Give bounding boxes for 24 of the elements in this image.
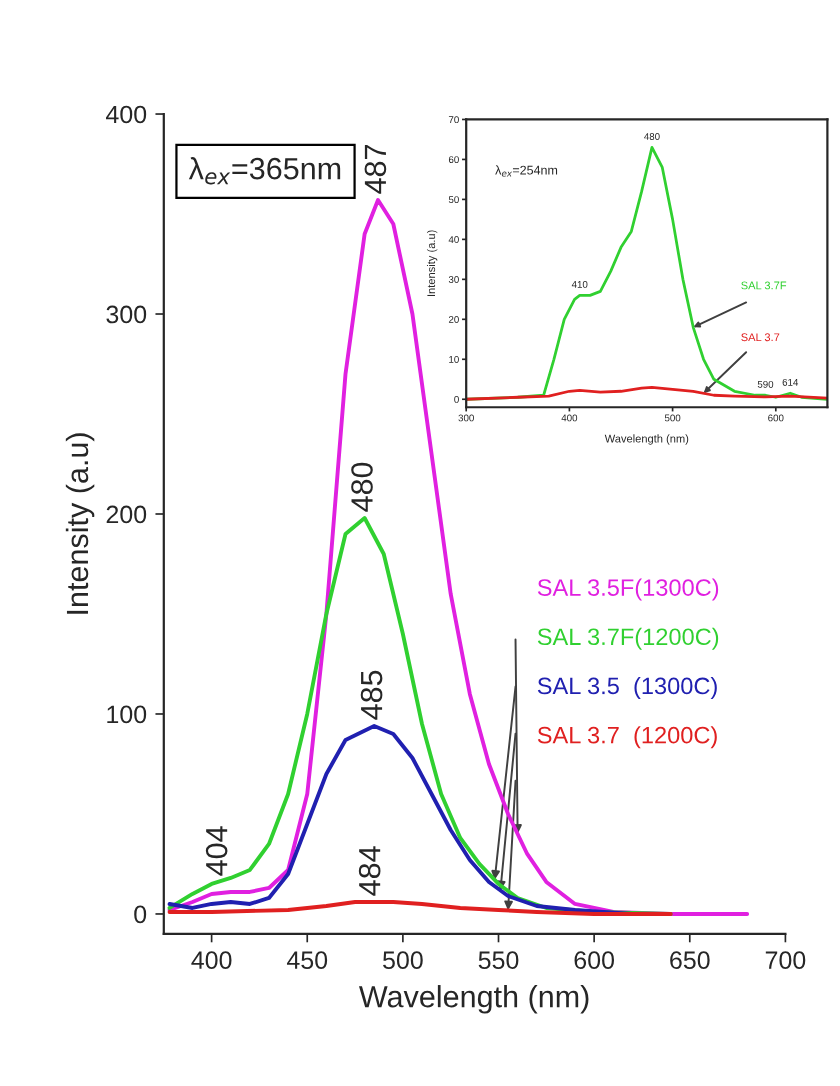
y-axis-title: Intensity (a.u) [65, 433, 95, 614]
y-tick-label: 400 [106, 105, 147, 124]
x-tick-label: 400 [191, 951, 232, 969]
annotation: 404 [205, 826, 228, 876]
x-tick-label: 600 [574, 951, 615, 969]
text: SAL 3.7F(1200C) [537, 627, 719, 650]
y-tick-label: 0 [134, 905, 147, 924]
y-tick-label: 200 [106, 505, 147, 524]
annotation: λ$_{ex}$=365nm [188, 157, 341, 185]
x-axis-title: Wavelength (nm) [358, 985, 589, 1014]
annotation: 487 [364, 145, 387, 194]
y-tick-label: 100 [107, 705, 147, 724]
x-tick-label: 450 [286, 951, 328, 969]
annotation: 485 [360, 670, 383, 720]
annotation: 480 [351, 462, 373, 512]
x-tick-label: 500 [383, 951, 423, 969]
text: SAL 3.7 (1200C) [537, 726, 717, 749]
y-tick-label: 300 [106, 305, 147, 324]
x-tick-label: 650 [670, 951, 710, 969]
annotation: 484 [358, 846, 381, 896]
text: SAL 3.5F(1300C) [537, 578, 719, 601]
text: SAL 3.5 (1300C) [537, 676, 717, 699]
x-tick-label: 550 [478, 951, 519, 969]
x-tick-label: 700 [765, 951, 806, 969]
